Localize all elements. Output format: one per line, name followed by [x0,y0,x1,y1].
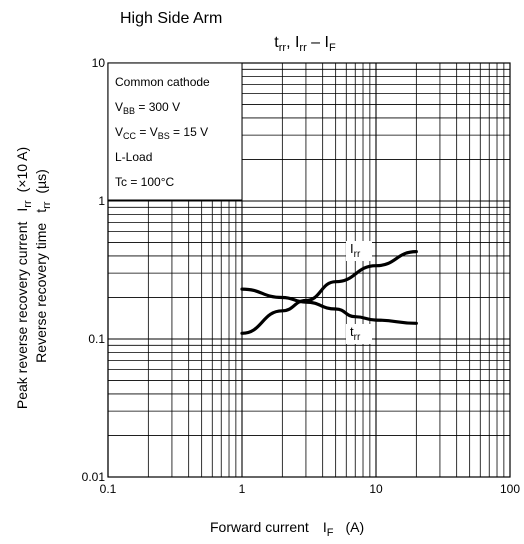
y-tick-label: 0.1 [88,332,105,346]
vbb-a: V [115,100,123,114]
condition-common-cathode: Common cathode [115,75,210,89]
x-tick-label: 100 [500,482,520,496]
title-t: t [274,34,279,51]
ylabel-outer-unit: (×10 A) [14,147,30,193]
vbb-a-sub: BB [123,106,135,116]
trr-main: t [350,324,354,339]
series-line-irr [240,250,418,335]
title-f-sub: F [329,42,336,54]
x-tick-label: 0.1 [100,482,117,496]
title-sep: , [286,34,295,51]
ylabel-inner-sym-sub: rr [41,201,53,209]
vcc-a-sub: CC [123,131,136,141]
title-dash: – [307,34,325,51]
label-trr-bg [346,324,372,344]
series-line-trr [240,287,418,325]
page-heading: High Side Arm [120,10,222,27]
ylabel-outer-text: Peak reverse recovery current [14,222,30,410]
xlabel-sym: I [323,519,327,535]
ylabel-inner-sym: t [33,209,49,213]
plot-frame [107,62,511,478]
vcc-a: V [115,125,123,139]
y-tick-label: 1 [98,194,105,208]
series [240,250,418,335]
title-t-sub: rr [279,42,287,54]
xlabel-text: Forward current [210,519,309,535]
ylabel-outer-sym-sub: rr [22,200,34,208]
condition-temp: Tc = 100°C [115,175,174,189]
title-f: I [325,34,329,51]
series-label-trr: trr [350,324,361,343]
xlabel-sym-sub: F [327,527,334,539]
y-axis-label-outer: Peak reverse recovery current Irr (×10 A) [14,147,34,409]
title-i: I [295,34,299,51]
vcc-b-sub: BS [158,131,170,141]
vcc-b: = V [136,125,158,139]
series-label-irr: Irr [350,241,361,260]
conditions-box [107,62,243,201]
y-tick-label: 10 [92,56,106,70]
chart-title: trr, Irr – IF [274,34,336,54]
xlabel-unit: (A) [345,519,364,535]
label-irr-bg [346,241,372,261]
x-axis-label: Forward current IF (A) [210,519,364,539]
x-tick-label: 10 [369,482,383,496]
y-tick-label: 0.01 [82,470,106,484]
ylabel-inner-unit: (µs) [33,169,49,193]
condition-vcc: VCC = VBS = 15 V [115,125,208,141]
vbb-b: = 300 V [135,100,180,114]
x-tick-label: 1 [239,482,246,496]
title-i-sub: rr [299,42,307,54]
vcc-c: = 15 V [170,125,208,139]
conditions: Common cathode VBB = 300 V VCC = VBS = 1… [115,75,210,189]
condition-load: L-Load [115,150,152,164]
condition-vbb: VBB = 300 V [115,100,180,116]
grid [107,62,511,478]
irr-sub: rr [354,249,361,260]
irr-main: I [350,241,354,256]
ylabel-inner-text: Reverse recovery time [33,223,49,363]
trr-sub: rr [354,332,361,343]
y-axis-label-inner: Reverse recovery time trr (µs) [33,169,53,363]
ylabel-outer-sym: I [14,208,30,212]
